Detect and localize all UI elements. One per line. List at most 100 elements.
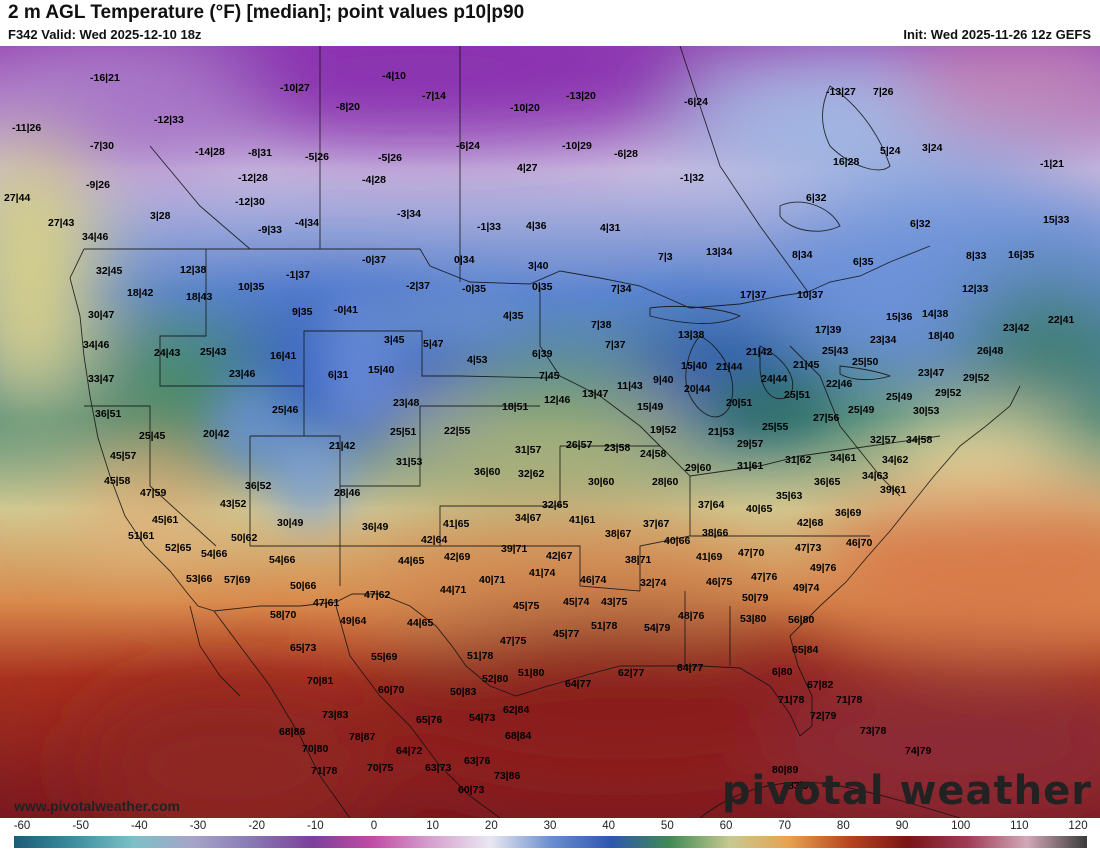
point-value: 5|47	[423, 338, 444, 350]
point-value: -4|10	[382, 70, 406, 82]
point-value: 73|86	[494, 770, 521, 782]
point-value: 32|57	[870, 434, 897, 446]
point-value: 7|38	[591, 319, 612, 331]
point-value: 41|74	[529, 567, 556, 579]
point-value: 26|57	[566, 439, 593, 451]
point-value: 4|31	[600, 222, 621, 234]
point-value: 45|61	[152, 514, 179, 526]
point-value: -0|37	[362, 254, 386, 266]
point-value: 34|67	[515, 512, 542, 524]
point-value: 24|44	[761, 373, 788, 385]
point-value: 30|49	[277, 517, 304, 529]
point-value: 41|65	[443, 518, 470, 530]
point-value: -10|27	[280, 82, 310, 94]
point-value: 63|76	[464, 755, 491, 767]
point-value: 83|90	[788, 780, 815, 792]
point-value: 38|66	[702, 527, 729, 539]
point-value: 32|74	[640, 577, 667, 589]
point-value: 27|44	[4, 192, 31, 204]
point-value: 49|64	[340, 615, 367, 627]
point-value: 23|58	[604, 442, 631, 454]
point-value: 47|76	[751, 571, 778, 583]
point-value: 29|52	[935, 387, 962, 399]
point-value: 54|66	[201, 548, 228, 560]
point-value: 41|61	[569, 514, 596, 526]
point-value: 7|3	[658, 251, 673, 263]
point-value: 68|86	[279, 726, 306, 738]
point-value: 57|69	[224, 574, 251, 586]
point-value: 4|27	[517, 162, 538, 174]
point-value: 45|74	[563, 596, 590, 608]
point-value: 46|70	[846, 537, 873, 549]
point-value: 42|68	[797, 517, 824, 529]
point-value: -13|27	[826, 86, 856, 98]
point-value: 23|48	[393, 397, 420, 409]
point-value: 39|61	[880, 484, 907, 496]
point-value: 34|46	[82, 231, 109, 243]
point-value: 15|49	[637, 401, 664, 413]
point-value: 23|46	[229, 368, 256, 380]
point-value: 7|26	[873, 86, 894, 98]
point-value: 25|51	[390, 426, 417, 438]
colorbar-tick-label: 10	[426, 820, 440, 832]
point-value: 12|38	[180, 264, 207, 276]
point-value: 80|89	[772, 764, 799, 776]
temperature-colorbar: -60 -50 -40 -30 -20 -10 0 10 20 30 40 50 60 70 80 90 100…	[0, 818, 1100, 850]
point-value: 33|47	[88, 373, 115, 385]
point-value: 14|38	[922, 308, 949, 320]
point-value: 45|77	[553, 628, 580, 640]
point-value: 63|73	[425, 762, 452, 774]
point-value: 36|52	[245, 480, 272, 492]
point-value: -6|24	[456, 140, 480, 152]
point-value: 42|69	[444, 551, 471, 563]
point-value: -1|33	[477, 221, 501, 233]
point-value: 0|34	[454, 254, 475, 266]
colorbar-tick-label: 50	[660, 820, 674, 832]
point-value: 50|79	[742, 592, 769, 604]
colorbar-tick-label: 110	[1010, 820, 1029, 832]
point-value: 62|77	[618, 667, 645, 679]
point-value: 35|63	[776, 490, 803, 502]
point-value: 10|37	[797, 289, 824, 301]
point-value: -0|41	[334, 304, 358, 316]
point-value: 52|80	[482, 673, 509, 685]
point-value: 36|51	[95, 408, 122, 420]
point-value: 70|81	[307, 675, 334, 687]
point-value: 43|52	[220, 498, 247, 510]
point-value: 29|57	[737, 438, 764, 450]
point-value: 20|42	[203, 428, 230, 440]
point-value: 7|37	[605, 339, 626, 351]
point-value: 18|43	[186, 291, 213, 303]
point-value: -12|33	[154, 114, 184, 126]
init-time-label: Init: Wed 2025-11-26 12z GEFS	[903, 27, 1091, 42]
point-value: 25|43	[822, 345, 849, 357]
map-header: 2 m AGL Temperature (°F) [median]; point…	[0, 0, 1100, 46]
point-value: -7|14	[422, 90, 446, 102]
colorbar-labels: -60 -50 -40 -30 -20 -10 0 10 20 30 40 50 60 70 80 90 100…	[0, 820, 1100, 834]
point-value: 45|57	[110, 450, 137, 462]
point-value: 45|58	[104, 475, 131, 487]
point-value: 64|77	[677, 662, 704, 674]
pivotal-weather-logo: pivotal weather	[721, 768, 1092, 814]
point-value: 22|55	[444, 425, 471, 437]
point-value: 25|51	[784, 389, 811, 401]
point-value: 3|24	[922, 142, 943, 154]
point-value: 51|78	[467, 650, 494, 662]
point-value: 70|75	[367, 762, 394, 774]
colorbar-tick-label: -30	[189, 820, 207, 832]
temperature-map[interactable]: -16|21 -10|27 -4|10 -7|14 -8|20 -10|20 -13|20 -…	[0, 46, 1100, 818]
point-value: 74|79	[905, 745, 932, 757]
point-value: 25|49	[848, 404, 875, 416]
point-value: 3|28	[150, 210, 171, 222]
point-value: 7|34	[611, 283, 632, 295]
point-value: 31|57	[515, 444, 542, 456]
point-value: 42|67	[546, 550, 573, 562]
colorbar-tick-label: 20	[484, 820, 498, 832]
point-value: 40|71	[479, 574, 506, 586]
point-value: -6|28	[614, 148, 638, 160]
point-value: 65|73	[290, 642, 317, 654]
point-value: 45|75	[513, 600, 540, 612]
point-value: 18|42	[127, 287, 154, 299]
point-value: 30|53	[913, 405, 940, 417]
point-value: 9|40	[653, 374, 674, 386]
